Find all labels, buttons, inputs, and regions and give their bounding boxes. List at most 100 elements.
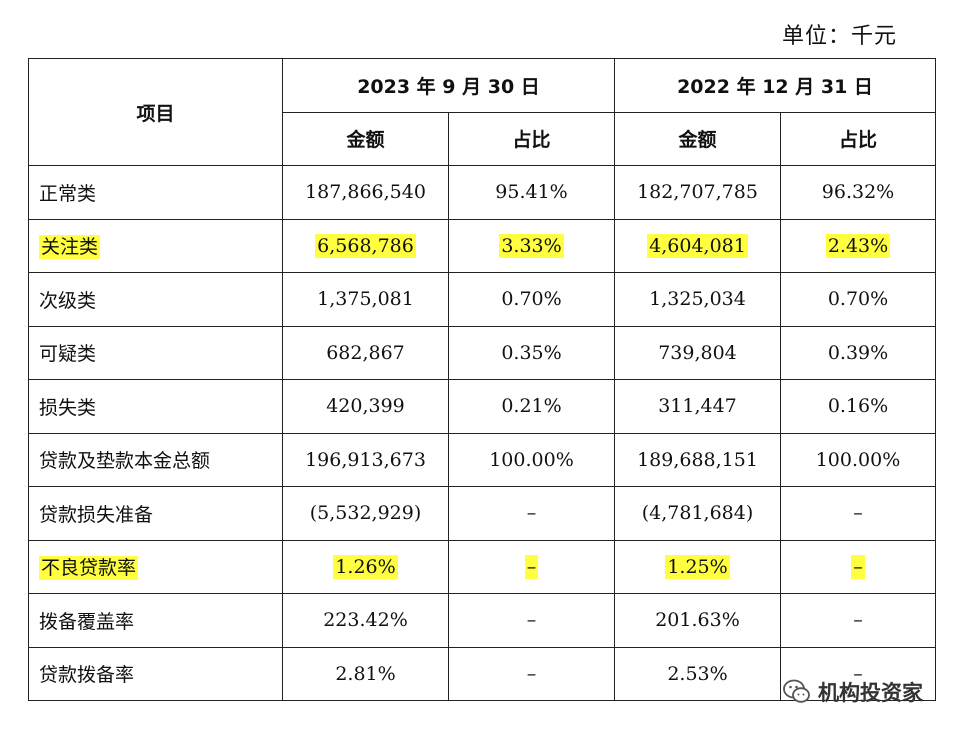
amount-2023: 196,913,673 <box>305 448 426 471</box>
row-label-cell: 次级类 <box>28 272 283 327</box>
amount-2023: 1,375,081 <box>317 288 414 311</box>
ratio-2023: 3.33% <box>499 233 564 258</box>
ratio-2022: 0.39% <box>827 341 889 364</box>
amount-2022-cell: 189,688,151 <box>614 432 781 487</box>
table-row: 正常类 187,866,540 95.41% 182,707,785 96.32% <box>28 165 936 220</box>
ratio-2022: 0.16% <box>827 395 889 418</box>
amount-2023: 223.42% <box>323 609 408 632</box>
row-label-cell: 关注类 <box>28 218 283 273</box>
amount-2023: 2.81% <box>335 662 396 685</box>
row-label-cell: 贷款拨备率 <box>28 646 283 701</box>
table-row: 贷款拨备率 2.81% – 2.53% – <box>28 646 936 701</box>
amount-2022: 2.53% <box>667 662 728 685</box>
ratio-2022: – <box>853 502 863 525</box>
ratio-2022: 0.70% <box>827 288 889 311</box>
amount-2022: 189,688,151 <box>637 448 758 471</box>
amount-2022: (4,781,684) <box>641 502 754 525</box>
amount-2022: 739,804 <box>658 341 737 364</box>
row-label: 贷款损失准备 <box>39 503 154 526</box>
ratio-2023: – <box>526 502 537 525</box>
table-row: 贷款损失准备 (5,532,929) – (4,781,684) – <box>28 486 936 541</box>
row-label: 贷款及垫款本金总额 <box>39 450 211 473</box>
ratio-2022: 100.00% <box>815 448 901 471</box>
ratio-2023: 0.70% <box>501 288 562 311</box>
ratio-2023-cell: 100.00% <box>448 432 615 487</box>
ratio-2022: – <box>851 554 865 579</box>
ratio-2023: – <box>526 662 537 685</box>
table-row: 损失类 420,399 0.21% 311,447 0.16% <box>28 379 936 434</box>
amount-2022-cell: 201.63% <box>614 593 781 648</box>
ratio-2023-cell: 95.41% <box>448 165 615 220</box>
amount-2022-cell: 1,325,034 <box>614 272 781 327</box>
amount-2023: 6,568,786 <box>315 233 416 258</box>
ratio-2023: – <box>524 554 539 579</box>
ratio-2023-cell: 3.33% <box>448 218 615 273</box>
amount-2023-cell: 196,913,673 <box>282 432 449 487</box>
row-label-cell: 贷款及垫款本金总额 <box>28 432 283 487</box>
row-label: 不良贷款率 <box>39 556 139 581</box>
watermark: 机构投资家 <box>782 677 923 707</box>
amount-2023-cell: 420,399 <box>282 379 449 434</box>
amount-2023-cell: 1,375,081 <box>282 272 449 327</box>
row-label: 可疑类 <box>39 343 97 366</box>
unit-label: 单位：千元 <box>782 24 898 49</box>
ratio-2023-cell: – <box>448 593 615 648</box>
table-row: 次级类 1,375,081 0.70% 1,325,034 0.70% <box>28 272 936 327</box>
amount-2023: 187,866,540 <box>305 181 426 204</box>
row-label: 正常类 <box>39 182 97 205</box>
row-label: 拨备覆盖率 <box>39 610 135 633</box>
amount-2023: (5,532,929) <box>309 502 422 525</box>
ratio-2023: 0.35% <box>501 341 562 364</box>
ratio-2023: 95.41% <box>495 181 568 204</box>
amount-2023: 1.26% <box>333 554 398 579</box>
amount-2023-cell: 2.81% <box>282 646 449 701</box>
ratio-2022-cell: 100.00% <box>780 432 936 487</box>
amount-2023-cell: 1.26% <box>282 539 449 594</box>
ratio-2022: 2.43% <box>825 233 891 258</box>
amount-2023: 420,399 <box>326 395 405 418</box>
watermark-text: 机构投资家 <box>818 681 923 705</box>
row-label: 贷款拨备率 <box>39 664 135 687</box>
header-period-2023: 2023 年 9 月 30 日 <box>282 58 615 113</box>
row-label: 关注类 <box>39 235 101 260</box>
table-row: 关注类 6,568,786 3.33% 4,604,081 2.43% <box>28 218 936 273</box>
header-ratio-2023: 占比 <box>448 111 615 166</box>
ratio-2022: – <box>853 662 863 685</box>
amount-2022-cell: (4,781,684) <box>614 486 781 541</box>
ratio-2022: 96.32% <box>821 181 895 204</box>
ratio-2023-cell: 0.21% <box>448 379 615 434</box>
header-ratio-2022: 占比 <box>780 111 936 166</box>
amount-2022: 4,604,081 <box>647 233 748 258</box>
table-row: 不良贷款率 1.26% – 1.25% – <box>28 539 936 594</box>
ratio-2023-cell: – <box>448 539 615 594</box>
amount-2023-cell: 6,568,786 <box>282 218 449 273</box>
row-label-cell: 正常类 <box>28 165 283 220</box>
amount-2022-cell: 739,804 <box>614 325 781 380</box>
ratio-2023-cell: – <box>448 646 615 701</box>
ratio-2022: – <box>853 609 863 632</box>
amount-2022-cell: 1.25% <box>614 539 781 594</box>
row-label: 损失类 <box>39 396 97 419</box>
amount-2023-cell: 223.42% <box>282 593 449 648</box>
amount-2023-cell: (5,532,929) <box>282 486 449 541</box>
row-label-cell: 可疑类 <box>28 325 283 380</box>
amount-2022-cell: 182,707,785 <box>614 165 781 220</box>
wechat-icon <box>783 679 810 703</box>
loan-classification-table: 项目 2023 年 9 月 30 日 2022 年 12 月 31 日 金额 占… <box>28 58 936 701</box>
amount-2022: 1.25% <box>665 554 730 579</box>
amount-2022-cell: 311,447 <box>614 379 781 434</box>
ratio-2022-cell: 0.70% <box>780 272 936 327</box>
ratio-2023-cell: – <box>448 486 615 541</box>
header-amount-2022: 金额 <box>614 111 781 166</box>
amount-2022-cell: 4,604,081 <box>614 218 781 273</box>
amount-2022: 201.63% <box>655 609 740 632</box>
ratio-2022-cell: 96.32% <box>780 165 936 220</box>
row-label: 次级类 <box>39 289 97 312</box>
amount-2022: 182,707,785 <box>637 181 758 204</box>
ratio-2023-cell: 0.70% <box>448 272 615 327</box>
row-label-cell: 拨备覆盖率 <box>28 593 283 648</box>
row-label-cell: 损失类 <box>28 379 283 434</box>
amount-2023-cell: 682,867 <box>282 325 449 380</box>
ratio-2023: 100.00% <box>489 448 574 471</box>
table-row: 拨备覆盖率 223.42% – 201.63% – <box>28 593 936 648</box>
